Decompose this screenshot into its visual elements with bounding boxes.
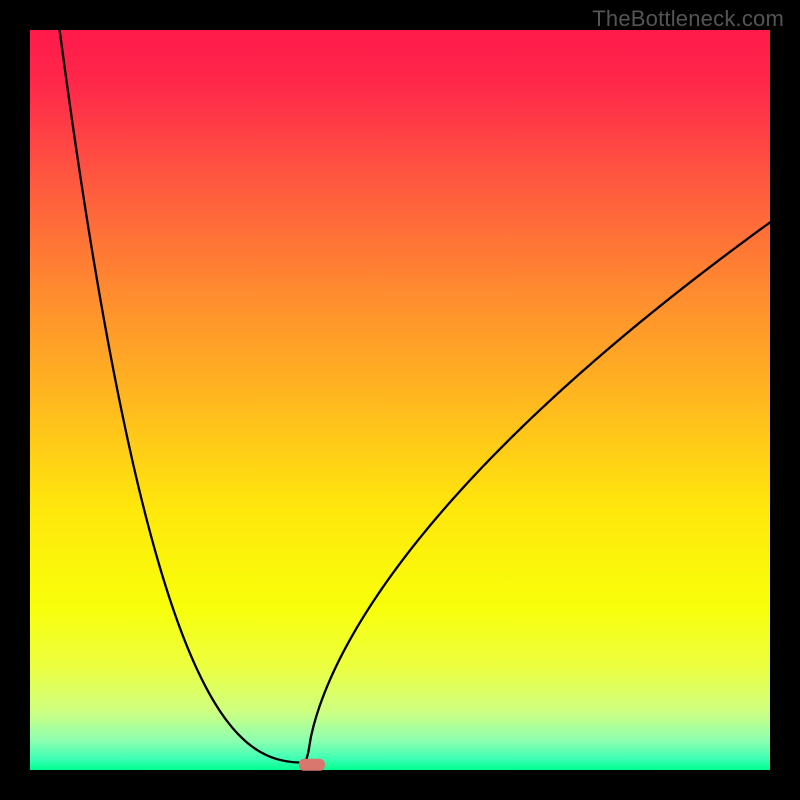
plot-area-rect <box>30 30 770 770</box>
minimum-marker <box>299 759 325 771</box>
watermark-text: TheBottleneck.com <box>592 6 784 32</box>
chart-container: TheBottleneck.com <box>0 0 800 800</box>
bottleneck-chart <box>0 0 800 800</box>
